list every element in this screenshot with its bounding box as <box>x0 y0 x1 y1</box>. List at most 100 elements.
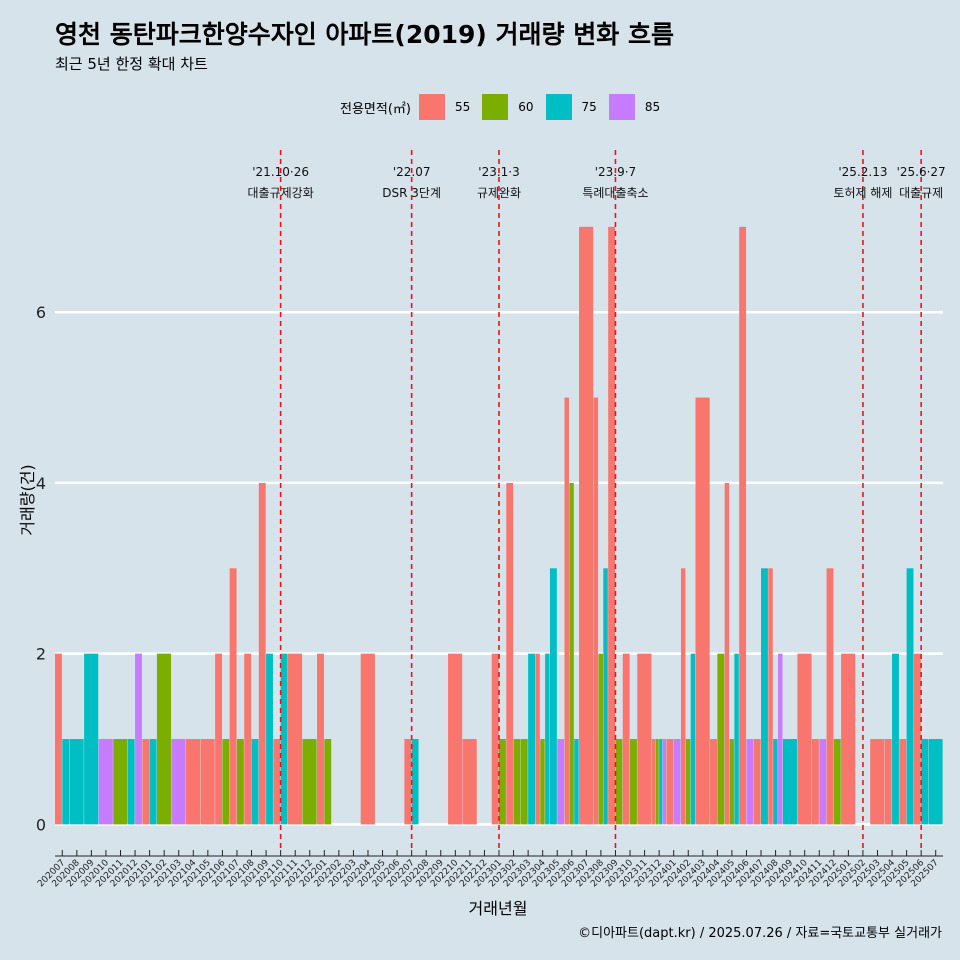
bar <box>761 568 768 825</box>
bar <box>127 739 135 825</box>
bar <box>753 739 761 825</box>
annotation-label: 대출규제 <box>899 186 943 200</box>
bar <box>598 653 603 825</box>
bar <box>540 739 545 825</box>
bar <box>317 653 324 825</box>
legend-label-75: 75 <box>581 100 597 114</box>
bar <box>841 653 856 825</box>
bar <box>55 653 62 825</box>
bar <box>899 739 907 825</box>
bar <box>680 568 686 825</box>
bar <box>833 739 841 825</box>
y-tick-label: 4 <box>36 474 46 493</box>
bar <box>499 739 506 825</box>
bar <box>797 653 812 825</box>
bar <box>98 739 113 825</box>
bar <box>695 397 710 825</box>
bar <box>892 653 899 825</box>
legend-swatch-55 <box>418 94 445 120</box>
bar <box>360 653 375 825</box>
bar <box>739 226 747 825</box>
bar <box>819 739 827 825</box>
bar <box>171 739 186 825</box>
bar <box>156 653 172 825</box>
bar <box>149 739 157 825</box>
bar <box>659 739 663 825</box>
bar <box>491 653 499 825</box>
y-axis-title: 거래량(건) <box>18 464 37 535</box>
legend-item-55: 55 <box>418 94 476 120</box>
bar <box>579 226 594 825</box>
chart-subtitle: 최근 5년 한정 확대 차트 <box>55 55 208 73</box>
x-axis-title: 거래년월 <box>469 899 528 918</box>
bar <box>69 739 84 825</box>
bar <box>826 568 834 825</box>
annotation-date: '21.10·26 <box>252 165 309 179</box>
bar <box>673 739 681 825</box>
legend: 전용면적(㎡) 55 60 75 85 <box>340 93 672 121</box>
bar <box>135 653 142 825</box>
legend-label-55: 55 <box>454 100 471 114</box>
bar <box>870 739 885 825</box>
annotation-label: DSR 3단계 <box>382 186 441 200</box>
bars <box>55 226 943 825</box>
bar <box>729 739 734 825</box>
bar <box>724 482 730 825</box>
bar <box>734 653 739 825</box>
bar <box>685 739 691 825</box>
bar <box>520 739 528 825</box>
bar <box>666 739 674 825</box>
bar <box>608 226 616 825</box>
annotation-date: '25.6·27 <box>897 165 946 179</box>
bar <box>236 739 244 825</box>
bar <box>655 739 659 825</box>
bar <box>462 739 477 825</box>
annotation-label: 특례대출축소 <box>582 186 648 200</box>
bar <box>630 739 637 825</box>
legend-swatch-85 <box>608 94 635 120</box>
bar <box>280 653 288 825</box>
bar <box>593 397 599 825</box>
annotation-date: '25.2.13 <box>838 165 887 179</box>
bar <box>778 653 783 825</box>
bar <box>273 739 281 825</box>
bar <box>913 653 921 825</box>
bar <box>215 653 223 825</box>
bar <box>564 397 569 825</box>
legend-swatch-60 <box>482 94 509 120</box>
bar <box>535 653 540 825</box>
bar <box>921 739 929 825</box>
bar <box>302 739 317 825</box>
bar <box>287 653 303 825</box>
bar <box>186 739 201 825</box>
annotation-date: '23.9·7 <box>595 165 636 179</box>
bar <box>113 739 128 825</box>
bar <box>603 568 608 825</box>
caption: ©디아파트(dapt.kr) / 2025.07.26 / 자료=국토교통부 실… <box>578 926 942 941</box>
annotations: '21.10·26 대출규제강화 '22.07 DSR 3단계 '23.1·3 규제완화 '… <box>248 150 946 850</box>
bar <box>229 568 237 825</box>
annotation-date: '22.07 <box>393 165 431 179</box>
bar <box>574 739 579 825</box>
annotation-label: 대출규제강화 <box>248 186 314 200</box>
chart-title: 영천 동탄파크한양수자인 아파트(2019) 거래량 변화 흐름 <box>55 20 674 49</box>
bar <box>266 653 273 825</box>
bar <box>746 739 754 825</box>
bar <box>690 653 696 825</box>
bar <box>662 739 667 825</box>
legend-item-85: 85 <box>608 94 666 120</box>
bar <box>710 739 717 825</box>
bar <box>637 653 652 825</box>
bar <box>782 739 798 825</box>
legend-item-75: 75 <box>545 94 603 120</box>
legend-label-85: 85 <box>644 100 661 114</box>
bar <box>200 739 215 825</box>
bar <box>622 653 630 825</box>
bar <box>513 739 521 825</box>
bar <box>222 739 230 825</box>
bar <box>615 739 623 825</box>
bar <box>928 739 943 825</box>
y-tick-label: 6 <box>36 303 46 322</box>
bar <box>244 653 252 825</box>
